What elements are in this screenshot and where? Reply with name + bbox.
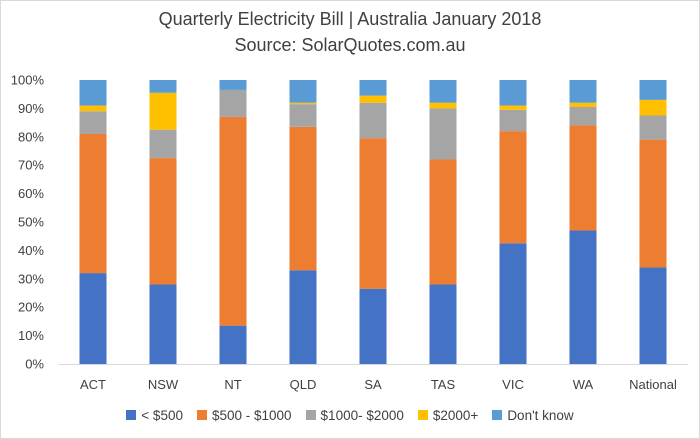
legend-item: $1000- $2000	[305, 407, 404, 423]
y-tick-label: 50%	[18, 215, 44, 230]
bar-segment-vic-series-2	[499, 131, 527, 244]
x-tick-label: TAS	[431, 377, 456, 392]
bar-segment-national-series-5	[639, 80, 667, 100]
y-tick-label: 40%	[18, 243, 44, 258]
bar-segment-sa-series-4	[359, 95, 387, 103]
bar-segment-sa-series-1	[359, 288, 387, 364]
bar-segment-sa-series-5	[359, 80, 387, 96]
x-tick-label: NSW	[148, 377, 179, 392]
bar-segment-nt-series-1	[219, 325, 247, 364]
bar-segment-nsw-series-2	[149, 158, 177, 285]
bar-segment-tas-series-4	[429, 102, 457, 109]
bar-segment-nsw-series-1	[149, 284, 177, 364]
legend-item: Don't know	[492, 407, 574, 423]
bar-segment-qld-series-5	[289, 80, 317, 103]
legend-label: $2000+	[432, 407, 479, 423]
bar-segment-vic-series-1	[499, 243, 527, 364]
legend-label: $500 - $1000	[211, 407, 292, 423]
y-tick-label: 70%	[18, 158, 44, 173]
bar-segment-tas-series-3	[429, 108, 457, 160]
bar-segment-tas-series-1	[429, 284, 457, 364]
y-tick-label: 80%	[18, 129, 44, 144]
legend-item: < $500	[126, 408, 183, 423]
bar-segment-national-series-3	[639, 115, 667, 140]
x-tick-label: WA	[573, 377, 594, 392]
chart-legend: < $500 $500 - $1000 $1000- $2000 $2000+ Don'…	[0, 403, 700, 427]
x-tick-label: National	[629, 377, 677, 392]
bar-segment-wa-series-1	[569, 230, 597, 364]
bar-segment-wa-series-4	[569, 102, 597, 107]
legend-swatch	[417, 410, 428, 420]
y-tick-label: 100%	[11, 73, 45, 88]
bar-segment-qld-series-3	[289, 104, 317, 127]
y-tick-label: 0%	[25, 357, 44, 372]
x-tick-label: NT	[224, 377, 241, 392]
bar-segment-nt-series-3	[219, 89, 247, 117]
bar-segment-tas-series-2	[429, 159, 457, 285]
y-tick-label: 20%	[18, 300, 44, 315]
bar-segment-nsw-series-3	[149, 129, 177, 159]
bar-segment-vic-series-4	[499, 105, 527, 110]
y-tick-label: 10%	[18, 328, 44, 343]
legend-swatch	[126, 410, 137, 420]
bar-segment-wa-series-5	[569, 80, 597, 103]
bar-segment-vic-series-5	[499, 80, 527, 106]
chart-subtitle: Source: SolarQuotes.com.au	[234, 35, 466, 55]
bar-segment-tas-series-5	[429, 80, 457, 103]
bar-segment-act-series-5	[79, 80, 107, 106]
bar-segment-national-series-1	[639, 267, 667, 364]
y-tick-label: 60%	[18, 186, 44, 201]
legend-swatch	[305, 410, 316, 420]
legend-swatch	[492, 410, 503, 420]
x-tick-label: SA	[364, 377, 382, 392]
bar-segment-qld-series-4	[289, 102, 317, 105]
x-tick-label: VIC	[502, 377, 524, 392]
legend-item: $500 - $1000	[196, 407, 292, 423]
x-tick-label: QLD	[290, 377, 317, 392]
bar-segment-act-series-1	[79, 273, 107, 364]
legend-swatch	[196, 410, 207, 420]
bar-segment-wa-series-3	[569, 106, 597, 126]
bar-segment-nsw-series-4	[149, 92, 177, 130]
bar-segment-sa-series-3	[359, 102, 387, 139]
bar-segment-qld-series-2	[289, 126, 317, 271]
legend-item: $2000+	[417, 407, 479, 423]
bar-segment-national-series-4	[639, 99, 667, 116]
bar-segment-act-series-4	[79, 105, 107, 112]
bar-segment-act-series-3	[79, 111, 107, 134]
bar-segment-nt-series-2	[219, 116, 247, 326]
bar-segment-nt-series-5	[219, 80, 247, 90]
bar-segment-vic-series-3	[499, 109, 527, 132]
legend-label: $1000- $2000	[320, 407, 404, 423]
bar-segment-nsw-series-5	[149, 80, 177, 93]
bar-segment-national-series-2	[639, 139, 667, 268]
y-tick-label: 30%	[18, 271, 44, 286]
bar-segment-qld-series-1	[289, 270, 317, 364]
x-tick-label: ACT	[80, 377, 106, 392]
bar-segment-wa-series-2	[569, 125, 597, 231]
bar-segment-sa-series-2	[359, 138, 387, 289]
legend-label: Don't know	[507, 407, 574, 423]
bar-segment-act-series-2	[79, 133, 107, 274]
chart-title: Quarterly Electricity Bill | Australia J…	[158, 9, 542, 29]
legend-label: < $500	[141, 407, 183, 423]
y-tick-label: 90%	[18, 101, 44, 116]
